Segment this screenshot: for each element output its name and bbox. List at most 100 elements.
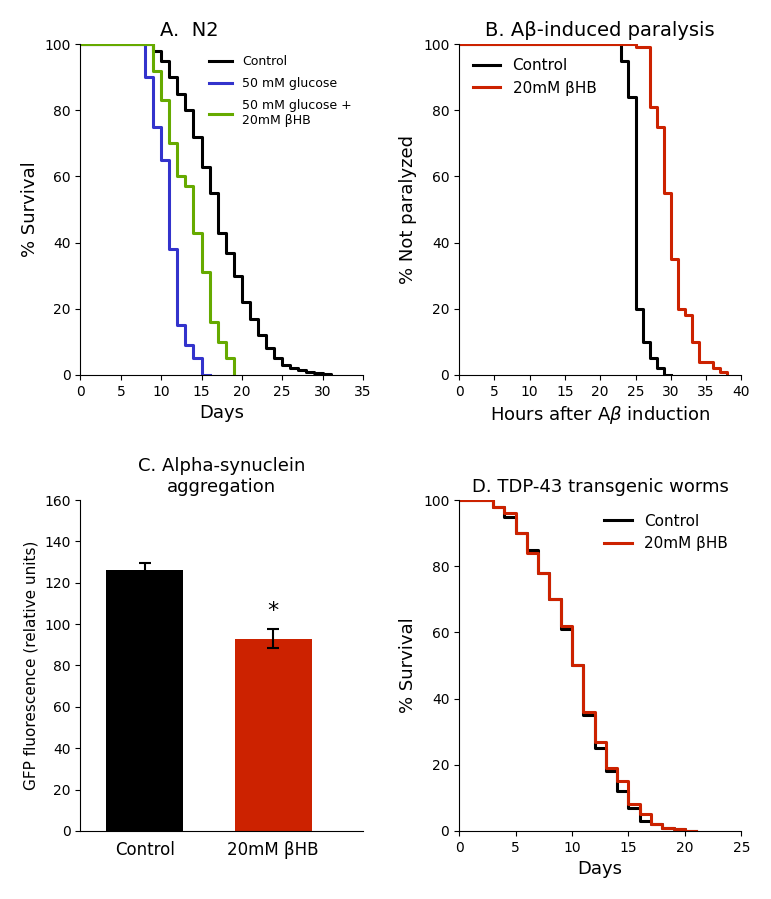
50 mM glucose +
20mM βHB	[221, 353, 231, 364]
Control	[173, 88, 182, 99]
50 mM glucose	[205, 369, 214, 380]
50 mM glucose +
20mM βHB	[189, 227, 198, 238]
20mM βHB	[645, 102, 655, 112]
Control	[601, 743, 611, 753]
50 mM glucose	[149, 72, 158, 83]
Control	[189, 105, 198, 116]
Control	[326, 369, 335, 380]
20mM βHB	[454, 494, 463, 505]
20mM βHB	[579, 707, 588, 717]
Control	[254, 314, 263, 325]
20mM βHB	[579, 660, 588, 671]
Control	[624, 802, 633, 813]
20mM βHB	[556, 594, 565, 605]
50 mM glucose +
20mM βHB	[205, 267, 214, 278]
Control	[205, 161, 214, 172]
Y-axis label: GFP fluorescence (relative units): GFP fluorescence (relative units)	[24, 541, 39, 790]
Control	[221, 227, 231, 238]
Control	[631, 303, 640, 314]
Control	[318, 369, 327, 379]
20mM βHB	[715, 366, 725, 377]
Bar	[234, 638, 311, 831]
50 mM glucose +
20mM βHB	[180, 171, 190, 182]
X-axis label: Hours after A$\beta$ induction: Hours after A$\beta$ induction	[490, 405, 711, 426]
50 mM glucose +
20mM βHB	[149, 66, 158, 76]
20mM βHB	[646, 819, 655, 830]
20mM βHB	[545, 594, 554, 605]
20mM βHB	[680, 310, 689, 321]
50 mM glucose	[149, 121, 158, 132]
Control	[278, 353, 287, 364]
20mM βHB	[673, 303, 682, 314]
50 mM glucose	[76, 39, 85, 49]
50 mM glucose	[205, 369, 214, 380]
20mM βHB	[556, 620, 565, 631]
50 mM glucose	[180, 320, 190, 331]
50 mM glucose +
20mM βHB	[173, 171, 182, 182]
20mM βHB	[567, 660, 577, 671]
Control	[646, 819, 655, 830]
Control	[454, 39, 463, 49]
Title: C. Alpha-synuclein
aggregation: C. Alpha-synuclein aggregation	[138, 457, 305, 495]
50 mM glucose	[173, 320, 182, 331]
Control	[617, 56, 626, 67]
Y-axis label: % Survival: % Survival	[21, 162, 39, 257]
20mM βHB	[680, 823, 689, 834]
20mM βHB	[545, 567, 554, 578]
Control	[285, 360, 295, 370]
Control	[149, 39, 158, 49]
Control	[638, 303, 647, 314]
20mM βHB	[488, 494, 497, 505]
Line: Control: Control	[80, 44, 331, 375]
Control	[229, 247, 238, 258]
Control	[164, 72, 173, 83]
20mM βHB	[590, 707, 599, 717]
20mM βHB	[612, 762, 621, 773]
50 mM glucose +
20mM βHB	[164, 95, 173, 106]
20mM βHB	[680, 303, 689, 314]
Control	[221, 247, 231, 258]
20mM βHB	[601, 762, 611, 773]
20mM βHB	[709, 356, 718, 367]
Control	[213, 188, 222, 199]
50 mM glucose +
20mM βHB	[157, 66, 166, 76]
50 mM glucose +
20mM βHB	[189, 181, 198, 191]
Control	[76, 39, 85, 49]
50 mM glucose	[197, 353, 206, 364]
Control	[635, 802, 645, 813]
Control	[301, 365, 311, 376]
Line: 50 mM glucose: 50 mM glucose	[80, 44, 210, 375]
Control	[310, 366, 319, 377]
Control	[197, 161, 206, 172]
Control	[624, 92, 633, 102]
Control	[601, 766, 611, 777]
20mM βHB	[500, 502, 509, 512]
50 mM glucose	[180, 340, 190, 351]
Control	[245, 314, 254, 325]
Control	[556, 624, 565, 635]
Control	[680, 825, 689, 836]
50 mM glucose	[157, 155, 166, 165]
20mM βHB	[695, 356, 704, 367]
Control	[285, 363, 295, 374]
20mM βHB	[534, 547, 543, 558]
20mM βHB	[522, 547, 531, 558]
Control	[635, 815, 645, 826]
Control	[310, 368, 319, 378]
20mM βHB	[669, 823, 678, 834]
Control	[229, 271, 238, 281]
Line: Control: Control	[459, 500, 696, 831]
Legend: Control, 20mM βHB: Control, 20mM βHB	[598, 508, 734, 557]
50 mM glucose +
20mM βHB	[180, 181, 190, 191]
20mM βHB	[645, 42, 655, 53]
50 mM glucose +
20mM βHB	[197, 227, 206, 238]
Control	[631, 92, 640, 102]
Control	[534, 544, 543, 555]
Control	[522, 544, 531, 555]
50 mM glucose +
20mM βHB	[229, 353, 238, 364]
50 mM glucose +
20mM βHB	[213, 316, 222, 327]
Control	[590, 743, 599, 753]
50 mM glucose	[157, 121, 166, 132]
50 mM glucose +
20mM βHB	[221, 336, 231, 347]
Control	[666, 369, 675, 380]
